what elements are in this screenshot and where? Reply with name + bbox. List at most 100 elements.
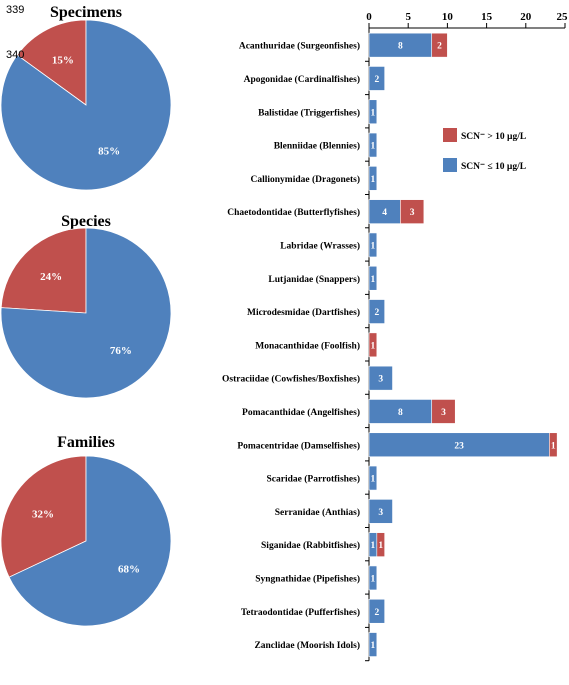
pie-slice-label: 15%	[52, 55, 74, 67]
bar-value-label: 2	[374, 608, 379, 618]
bar-value-label: 1	[378, 541, 383, 551]
pie-specimens: Specimens(n =75)15%85%	[0, 4, 172, 191]
category-label: Chaetodontidae (Butterflyfishes)	[227, 207, 360, 218]
pie-slice-label: 76%	[110, 345, 132, 357]
bar-segment-high	[431, 399, 456, 424]
category-label: Pomacentridae (Damselfishes)	[237, 440, 360, 451]
x-tick-label: 0	[366, 11, 372, 23]
bar-value-label: 1	[371, 275, 376, 285]
bar-segment-low	[368, 565, 378, 591]
x-tick-label: 5	[405, 11, 411, 23]
legend-label-high: SCN⁻ > 10 µg/L	[461, 132, 526, 142]
bar-segment-low	[368, 265, 378, 291]
pie-slice-low	[8, 455, 172, 627]
bar-value-label: 1	[371, 341, 376, 351]
corner-number-second: 340	[6, 49, 24, 61]
bar-segment-high	[376, 532, 385, 557]
category-label: Serranidae (Anthias)	[275, 507, 360, 518]
bar-value-label: 1	[371, 574, 376, 584]
bar-segment-high	[549, 432, 558, 458]
pie-species: Species(n = 37)24%76%	[0, 213, 172, 399]
bar-segment-low	[368, 399, 433, 424]
corner-number-top: 339	[6, 4, 24, 16]
category-label: Monacanthidae (Foolfish)	[255, 340, 360, 351]
legend: SCN⁻ > 10 µg/L SCN⁻ ≤ 10 µg/L	[443, 128, 526, 172]
bar-value-label: 1	[371, 175, 376, 185]
pie-slice-label: 85%	[98, 145, 120, 157]
pie-slice-label: 32%	[32, 509, 54, 521]
bar-value-label: 1	[371, 108, 376, 118]
category-label: Apogonidae (Cardinalfishes)	[244, 74, 360, 85]
category-label: Lutjanidae (Snappers)	[268, 274, 360, 285]
bar-segment-low	[368, 99, 378, 125]
bar-segment-low	[368, 365, 393, 391]
bar-segment-low	[368, 66, 385, 91]
bar-segment-low	[368, 232, 378, 258]
category-label: Microdesmidae (Dartfishes)	[247, 307, 360, 318]
bar-value-label: 1	[371, 641, 376, 651]
bar-segment-low	[368, 632, 378, 657]
bar-value-label: 3	[378, 375, 383, 385]
legend-swatch-high	[443, 128, 457, 142]
bar-segment-low	[368, 598, 385, 624]
bar-segment-high	[431, 32, 448, 58]
bar-value-label: 1	[371, 142, 376, 152]
category-label: Blenniidae (Blennies)	[274, 141, 360, 152]
bar-value-label: 3	[378, 508, 383, 518]
category-label: Scaridae (Parrotfishes)	[267, 474, 360, 485]
pie-slice-high	[0, 455, 87, 578]
bar-value-label: 2	[374, 308, 379, 318]
x-tick-label: 20	[520, 11, 532, 23]
bar-segment-low	[368, 166, 378, 191]
bar-chart: 0 5 10 15 20 25 Acanthuridae (Surgeonfishes) 8 2…	[222, 11, 569, 662]
x-tick-label: 10	[442, 11, 454, 23]
bar-segment-low	[368, 299, 385, 324]
pie-slice-high	[0, 227, 87, 314]
bar-value-label: 23	[454, 441, 464, 451]
bar-segment-low	[368, 132, 378, 158]
pie-title: Species	[61, 213, 111, 230]
bar-value-label: 3	[441, 408, 446, 418]
bar-value-label: 8	[398, 42, 403, 52]
pie-slice-label: 68%	[118, 563, 140, 575]
bar-value-label: 2	[374, 75, 379, 85]
bar-value-label: 1	[371, 541, 376, 551]
category-label: Syngnathidae (Pipefishes)	[255, 573, 360, 584]
pie-title: Families	[57, 434, 115, 451]
category-label: Labridae (Wrasses)	[280, 240, 360, 251]
bar-segment-low	[368, 465, 378, 491]
category-label: Siganidae (Rabbitfishes)	[261, 540, 360, 551]
bar-value-label: 1	[551, 441, 556, 451]
bar-value-label: 1	[371, 475, 376, 485]
pie-title: Specimens	[50, 4, 122, 21]
legend-swatch-low	[443, 158, 457, 172]
bar-segment-low	[368, 499, 393, 524]
category-label: Pomacanthidae (Angelfishes)	[242, 407, 360, 418]
category-label: Balistidae (Triggerfishes)	[258, 107, 360, 118]
bar-value-label: 3	[410, 208, 415, 218]
category-label: Callionymidae (Dragonets)	[250, 174, 360, 185]
pie-slice-low	[0, 227, 172, 399]
bar-segment-low	[368, 199, 401, 224]
x-tick-label: 25	[557, 11, 569, 23]
pie-slice-low	[0, 19, 172, 191]
pie-families: Families(n= 19)32%68%	[0, 434, 172, 627]
category-label: Ostraciidae (Cowfishes/Boxfishes)	[222, 374, 360, 385]
pie-slice-label: 24%	[40, 271, 62, 283]
pie-charts: Specimens(n =75)15%85%Species(n = 37)24%…	[0, 4, 172, 627]
legend-label-low: SCN⁻ ≤ 10 µg/L	[461, 162, 526, 172]
bar-value-label: 1	[371, 241, 376, 251]
bar-segment-low	[368, 432, 550, 458]
bar-segment-high	[400, 199, 425, 224]
bar-segment-high	[368, 332, 378, 358]
category-label: Tetraodontidae (Pufferfishes)	[241, 607, 360, 618]
x-tick-label: 15	[481, 11, 493, 23]
pie-slice-high	[16, 19, 87, 106]
category-label: Zanclidae (Moorish Idols)	[254, 640, 360, 651]
bar-value-label: 8	[398, 408, 403, 418]
bar-value-label: 2	[437, 42, 442, 52]
bar-segment-low	[368, 32, 433, 58]
category-label: Acanthuridae (Surgeonfishes)	[239, 41, 360, 52]
bar-value-label: 4	[382, 208, 387, 218]
